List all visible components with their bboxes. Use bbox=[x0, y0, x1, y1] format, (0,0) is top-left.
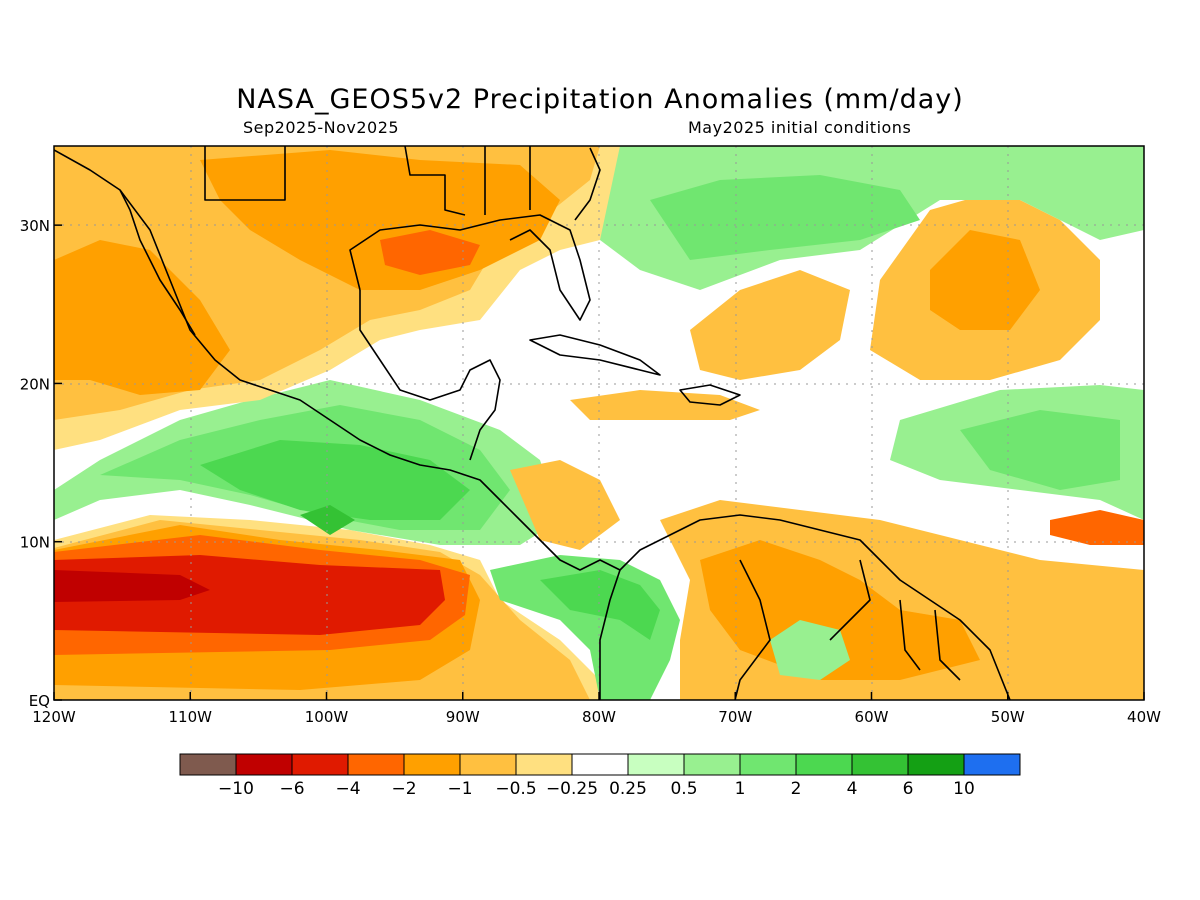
region-gulf-dry-core bbox=[380, 230, 480, 275]
colorbar-labels: −10 −6 −4 −2 −1 −0.5 −0.25 0.25 0.5 1 2 4 6 10 bbox=[218, 779, 975, 799]
colorbar-label-11: 4 bbox=[847, 779, 858, 799]
colorbar-label-10: 2 bbox=[791, 779, 802, 799]
x-tick-label-0: 120W bbox=[32, 708, 76, 726]
region-south-america-dry-core bbox=[700, 540, 980, 680]
region-atlantic-dry-strip bbox=[1050, 510, 1144, 545]
x-tick-label-5: 70W bbox=[718, 708, 752, 726]
colorbar-label-3: −2 bbox=[391, 779, 416, 799]
x-tick-label-8: 40W bbox=[1127, 708, 1161, 726]
region-east-pacific-wet-peak bbox=[300, 505, 355, 535]
colorbar-swatch-7 bbox=[571, 753, 629, 776]
colorbar-swatch-2 bbox=[291, 753, 349, 776]
colorbar-swatch-1 bbox=[235, 753, 293, 776]
colorbar-label-13: 10 bbox=[953, 779, 975, 799]
colorbar-label-7: 0.25 bbox=[609, 779, 647, 799]
gridlines bbox=[54, 146, 1144, 700]
colorbar-swatch-12 bbox=[851, 753, 909, 776]
region-gulf-dry-strong bbox=[54, 240, 230, 395]
colorbar-label-8: 0.5 bbox=[670, 779, 697, 799]
colorbar-swatch-9 bbox=[683, 753, 741, 776]
colorbar-label-2: −4 bbox=[335, 779, 360, 799]
colorbar-label-1: −6 bbox=[279, 779, 304, 799]
y-tick-label-1: 10N bbox=[20, 534, 50, 552]
colorbar-swatch-11 bbox=[795, 753, 853, 776]
colorbar-swatch-13 bbox=[907, 753, 965, 776]
x-axis-ticks bbox=[53, 692, 1145, 700]
colorbar-label-9: 1 bbox=[735, 779, 746, 799]
region-caribbean-dry-patch bbox=[570, 390, 760, 420]
forecast-period: Sep2025-Nov2025 bbox=[243, 118, 400, 137]
colorbar-label-6: −0.25 bbox=[546, 779, 598, 799]
x-axis-labels: 120W 110W 100W 90W 80W 70W 60W 50W 40W bbox=[32, 708, 1161, 726]
y-axis-labels: EQ 10N 20N 30N bbox=[20, 217, 50, 710]
x-tick-label-7: 50W bbox=[991, 708, 1025, 726]
region-central-america-dry bbox=[510, 460, 620, 550]
anomaly-field bbox=[54, 146, 1144, 700]
colorbar-swatch-6 bbox=[515, 753, 573, 776]
region-atlantic-wet-north-core bbox=[650, 175, 920, 260]
colorbar-swatch-4 bbox=[403, 753, 461, 776]
x-tick-label-6: 60W bbox=[855, 708, 889, 726]
y-tick-label-3: 30N bbox=[20, 217, 50, 235]
colorbar-swatch-3 bbox=[347, 753, 405, 776]
region-east-pacific-dry-peak bbox=[54, 570, 210, 602]
y-tick-label-0: EQ bbox=[29, 692, 50, 710]
region-south-america-wet-patch bbox=[770, 620, 850, 680]
colorbar-label-5: −0.5 bbox=[495, 779, 536, 799]
x-tick-label-2: 100W bbox=[305, 708, 349, 726]
colorbar-swatch-10 bbox=[739, 753, 797, 776]
region-atlantic-dry-west bbox=[690, 270, 850, 380]
colorbar-label-0: −10 bbox=[218, 779, 254, 799]
colorbar-label-12: 6 bbox=[903, 779, 914, 799]
region-atlantic-wet-south-core bbox=[960, 410, 1120, 490]
colorbar-swatch-5 bbox=[459, 753, 517, 776]
x-tick-label-3: 90W bbox=[446, 708, 480, 726]
map-title: NASA_GEOS5v2 Precipitation Anomalies (mm… bbox=[236, 84, 964, 115]
colorbar-swatch-8 bbox=[627, 753, 685, 776]
colorbar-legend bbox=[179, 753, 1021, 776]
x-tick-label-4: 80W bbox=[582, 708, 616, 726]
initial-conditions: May2025 initial conditions bbox=[688, 118, 912, 137]
region-atlantic-dry-east-core bbox=[930, 230, 1040, 330]
colorbar-swatch-14 bbox=[963, 753, 1021, 776]
region-colombia-wet-core bbox=[540, 570, 660, 640]
x-tick-label-1: 110W bbox=[169, 708, 213, 726]
coastlines bbox=[54, 146, 1011, 700]
y-tick-label-2: 20N bbox=[20, 375, 50, 393]
colorbar-label-4: −1 bbox=[447, 779, 472, 799]
colorbar-swatch-0 bbox=[179, 753, 237, 776]
y-axis-ticks bbox=[54, 224, 62, 701]
